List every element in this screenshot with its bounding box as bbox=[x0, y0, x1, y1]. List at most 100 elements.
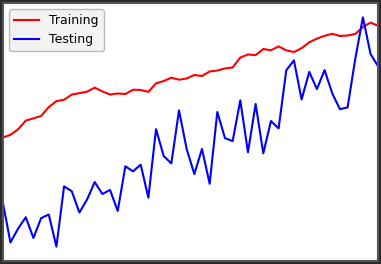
Training bbox=[39, 115, 43, 118]
Training bbox=[231, 66, 235, 69]
Testing bbox=[62, 185, 66, 188]
Testing bbox=[360, 16, 365, 19]
Testing bbox=[146, 196, 150, 199]
Testing bbox=[54, 245, 59, 248]
Training bbox=[108, 93, 112, 96]
Testing bbox=[253, 102, 258, 106]
Testing bbox=[69, 190, 74, 193]
Legend: Training, Testing: Training, Testing bbox=[9, 9, 104, 51]
Training bbox=[162, 79, 166, 83]
Training bbox=[85, 90, 90, 93]
Training bbox=[307, 41, 312, 44]
Training bbox=[368, 21, 373, 24]
Testing bbox=[162, 154, 166, 158]
Training bbox=[138, 88, 143, 91]
Testing bbox=[353, 58, 357, 61]
Testing bbox=[85, 198, 90, 201]
Training bbox=[284, 49, 288, 52]
Testing bbox=[0, 201, 5, 204]
Testing bbox=[169, 162, 174, 165]
Testing bbox=[231, 140, 235, 143]
Testing bbox=[368, 53, 373, 56]
Training bbox=[207, 70, 212, 73]
Testing bbox=[184, 147, 189, 150]
Training bbox=[253, 54, 258, 57]
Training bbox=[46, 106, 51, 109]
Testing bbox=[192, 172, 197, 176]
Training bbox=[261, 48, 266, 51]
Training bbox=[24, 119, 28, 122]
Line: Testing: Testing bbox=[3, 17, 378, 247]
Testing bbox=[8, 241, 13, 244]
Training bbox=[177, 78, 181, 81]
Training bbox=[223, 67, 227, 70]
Training bbox=[54, 100, 59, 103]
Testing bbox=[39, 216, 43, 220]
Testing bbox=[46, 213, 51, 216]
Training bbox=[69, 93, 74, 96]
Testing bbox=[345, 106, 350, 109]
Training bbox=[115, 92, 120, 95]
Training bbox=[338, 34, 342, 37]
Testing bbox=[115, 209, 120, 213]
Testing bbox=[376, 65, 381, 68]
Training bbox=[77, 92, 82, 95]
Testing bbox=[246, 151, 250, 154]
Training bbox=[169, 76, 174, 79]
Training bbox=[269, 49, 273, 52]
Training bbox=[291, 50, 296, 54]
Training bbox=[8, 133, 13, 136]
Training bbox=[353, 32, 357, 36]
Testing bbox=[261, 152, 266, 155]
Testing bbox=[207, 182, 212, 185]
Testing bbox=[284, 69, 288, 72]
Testing bbox=[93, 181, 97, 184]
Training bbox=[315, 37, 319, 40]
Testing bbox=[131, 170, 135, 173]
Training bbox=[93, 86, 97, 89]
Testing bbox=[291, 59, 296, 62]
Testing bbox=[200, 147, 204, 150]
Training bbox=[16, 128, 21, 131]
Training bbox=[345, 34, 350, 37]
Training bbox=[299, 47, 304, 50]
Training bbox=[276, 45, 281, 48]
Testing bbox=[154, 128, 158, 131]
Testing bbox=[16, 227, 21, 230]
Training bbox=[131, 88, 135, 91]
Testing bbox=[138, 163, 143, 166]
Testing bbox=[123, 165, 128, 168]
Training bbox=[123, 92, 128, 96]
Testing bbox=[269, 119, 273, 122]
Testing bbox=[177, 109, 181, 112]
Training bbox=[215, 69, 219, 72]
Testing bbox=[338, 108, 342, 111]
Training bbox=[192, 73, 197, 77]
Testing bbox=[322, 68, 327, 72]
Training bbox=[0, 136, 5, 139]
Testing bbox=[276, 127, 281, 130]
Testing bbox=[299, 98, 304, 101]
Training bbox=[184, 77, 189, 80]
Training bbox=[62, 98, 66, 101]
Testing bbox=[307, 70, 312, 73]
Testing bbox=[31, 237, 36, 240]
Testing bbox=[100, 192, 105, 196]
Training bbox=[246, 53, 250, 56]
Training bbox=[322, 34, 327, 37]
Testing bbox=[24, 216, 28, 219]
Testing bbox=[223, 136, 227, 140]
Training bbox=[31, 117, 36, 120]
Testing bbox=[108, 188, 112, 192]
Training bbox=[360, 25, 365, 29]
Training bbox=[100, 90, 105, 93]
Training bbox=[146, 90, 150, 93]
Testing bbox=[215, 110, 219, 114]
Training bbox=[330, 32, 335, 35]
Training bbox=[200, 74, 204, 78]
Training bbox=[154, 82, 158, 85]
Testing bbox=[330, 92, 335, 95]
Line: Training: Training bbox=[3, 23, 378, 138]
Training bbox=[238, 56, 243, 59]
Testing bbox=[238, 99, 243, 102]
